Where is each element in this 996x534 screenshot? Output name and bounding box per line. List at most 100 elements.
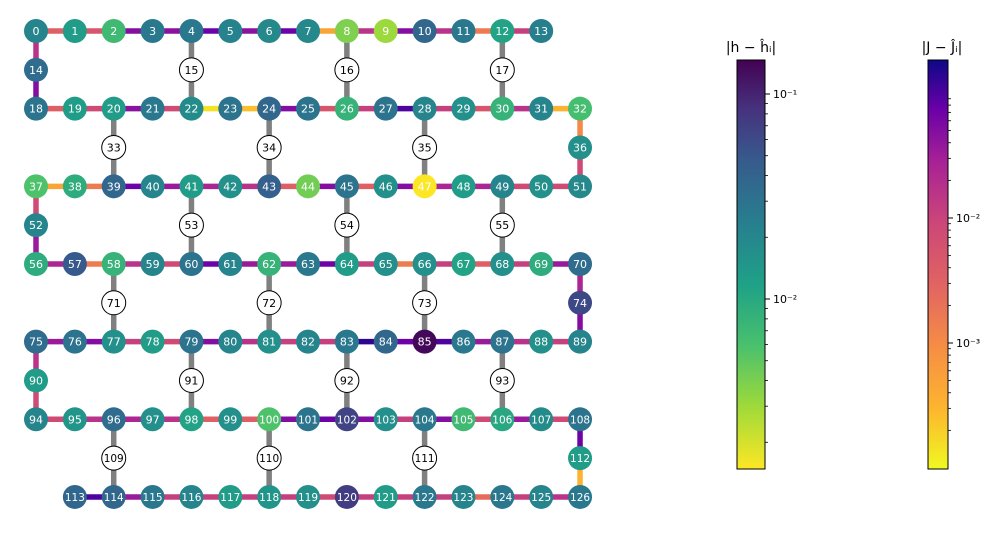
qubit-label: 4 (188, 25, 195, 38)
qubit-label: 68 (495, 258, 509, 271)
qubit-label: 66 (418, 258, 432, 271)
qubit-label: 43 (262, 180, 276, 193)
qubit-circle (101, 96, 126, 121)
qubit-circle (334, 96, 359, 121)
qubit-node-126: 126 (568, 484, 593, 509)
qubit-label: 122 (415, 492, 435, 504)
qubit-circle (490, 251, 515, 276)
qubit-node-34: 34 (256, 134, 282, 160)
qubit-node-42: 42 (218, 174, 243, 199)
qubit-node-77: 77 (101, 329, 126, 354)
colorbar-h: |h − ĥᵢ| 10⁻¹ 10⁻² (726, 38, 797, 470)
qubit-circle (296, 174, 321, 199)
qubit-circle (451, 174, 476, 199)
qubit-circle (490, 19, 515, 43)
qubit-node-79: 79 (179, 329, 204, 354)
qubit-label: 91 (184, 374, 198, 387)
qubit-node-21: 21 (140, 96, 165, 121)
qubit-node-53: 53 (178, 212, 204, 238)
qubit-label: 115 (143, 492, 163, 504)
qubit-label: 101 (298, 414, 318, 426)
qubit-node-81: 81 (257, 329, 282, 354)
qubit-circle (373, 407, 398, 432)
qubit-node-111: 111 (412, 445, 438, 471)
qubit-label: 124 (492, 492, 512, 504)
qubit-label: 53 (184, 219, 198, 232)
qubit-circle (373, 174, 398, 199)
qubit-node-1: 1 (62, 19, 87, 43)
qubit-node-28: 28 (412, 96, 437, 121)
qubit-circle (218, 329, 243, 354)
qubit-label: 107 (531, 414, 551, 426)
qubit-circle (179, 329, 204, 354)
qubit-circle (140, 174, 165, 199)
qubit-label: 13 (534, 25, 548, 38)
qubit-node-78: 78 (140, 329, 165, 354)
qubit-circle (257, 19, 282, 43)
qubit-label: 18 (29, 103, 43, 116)
qubit-node-69: 69 (529, 251, 554, 276)
qubit-node-99: 99 (218, 407, 243, 432)
qubit-label: 77 (107, 336, 121, 349)
qubit-label: 27 (379, 103, 393, 116)
qubit-circle (412, 329, 437, 354)
qubit-node-32: 32 (568, 96, 593, 121)
qubit-label: 119 (298, 492, 318, 504)
qubit-node-29: 29 (451, 96, 476, 121)
qubit-node-72: 72 (256, 290, 282, 316)
qubit-circle (334, 251, 359, 276)
qubit-node-106: 106 (490, 407, 515, 432)
qubit-label: 23 (223, 103, 237, 116)
qubit-node-56: 56 (24, 251, 48, 276)
qubit-circle (256, 134, 282, 160)
qubit-node-58: 58 (101, 251, 126, 276)
qubit-circle (179, 19, 204, 43)
qubit-label: 80 (223, 336, 237, 349)
qubit-circle (490, 484, 515, 509)
qubit-circle (257, 174, 282, 199)
qubit-node-35: 35 (412, 134, 438, 160)
qubit-label: 95 (68, 413, 82, 426)
qubit-circle (24, 213, 48, 238)
qubit-label: 30 (495, 103, 509, 116)
qubit-circle (178, 57, 204, 83)
qubit-node-48: 48 (451, 174, 476, 199)
qubit-label: 85 (418, 336, 432, 349)
qubit-node-74: 74 (568, 290, 593, 315)
qubit-circle (257, 329, 282, 354)
qubit-label: 102 (337, 414, 357, 426)
qubit-node-92: 92 (334, 367, 360, 393)
qubit-node-46: 46 (373, 174, 398, 199)
qubit-circle (412, 19, 437, 43)
qubit-label: 65 (379, 258, 393, 271)
qubit-circle (451, 484, 476, 509)
qubit-label: 45 (340, 180, 354, 193)
qubit-circle (218, 96, 243, 121)
qubit-label: 42 (223, 180, 237, 193)
colorbar-h-tick-label-1: 10⁻¹ (773, 88, 797, 101)
colorbar-j: |J − Ĵᵢ| 10⁻² 10⁻³ (922, 39, 980, 470)
qubit-circle (24, 368, 48, 393)
qubit-circle (218, 251, 243, 276)
qubit-label: 55 (495, 219, 509, 232)
qubit-circle (62, 484, 87, 509)
qubit-node-30: 30 (490, 96, 515, 121)
qubit-circle (529, 96, 554, 121)
qubit-label: 11 (456, 25, 470, 38)
qubit-node-5: 5 (218, 19, 243, 43)
colorbar-h-title: |h − ĥᵢ| (726, 38, 776, 56)
qubit-node-61: 61 (218, 251, 243, 276)
qubit-node-97: 97 (140, 407, 165, 432)
qubit-node-60: 60 (179, 251, 204, 276)
qubit-circle (179, 407, 204, 432)
qubit-label: 22 (184, 103, 198, 116)
qubit-node-8: 8 (334, 19, 359, 43)
qubit-circle (218, 407, 243, 432)
qubit-node-49: 49 (490, 174, 515, 199)
qubit-circle (412, 251, 437, 276)
qubit-circle (568, 329, 593, 354)
qubit-label: 90 (29, 374, 43, 387)
qubit-label: 61 (223, 258, 237, 271)
qubit-label: 51 (573, 180, 587, 193)
